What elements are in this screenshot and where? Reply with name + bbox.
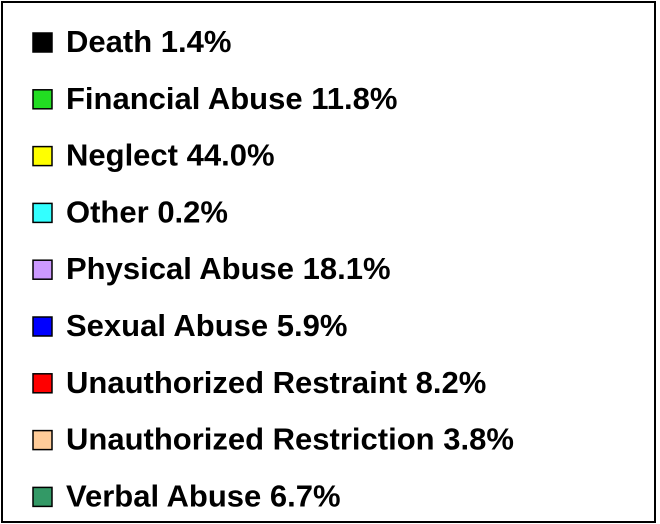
legend-value: 1.4%	[161, 24, 232, 59]
legend-swatch	[32, 145, 53, 167]
legend-swatch	[32, 259, 53, 280]
legend-category: Other	[66, 195, 149, 230]
legend-entry: Unauthorized Restriction 3.8%	[66, 422, 514, 457]
legend-category: Physical Abuse	[66, 251, 294, 286]
legend-value: 3.8%	[443, 422, 514, 457]
legend-entry: Physical Abuse 18.1%	[66, 251, 391, 286]
legend-entry: Verbal Abuse 6.7%	[66, 479, 341, 514]
legend-value: 6.7%	[270, 479, 341, 514]
legend-swatch	[32, 32, 53, 53]
legend-category: Unauthorized Restriction	[66, 422, 435, 457]
legend-category: Sexual Abuse	[66, 308, 268, 343]
legend-value: 0.2%	[157, 195, 228, 230]
legend-category: Financial Abuse	[66, 81, 303, 116]
legend-entry: Death 1.4%	[66, 24, 231, 59]
legend-value: 11.8%	[311, 81, 397, 116]
legend-value: 18.1%	[303, 251, 391, 286]
legend-entry: Other 0.2%	[66, 195, 228, 230]
legend-swatch	[32, 316, 53, 337]
legend-category: Verbal Abuse	[66, 479, 261, 514]
legend-entry: Unauthorized Restraint 8.2%	[66, 365, 486, 400]
legend-swatch	[32, 373, 53, 394]
legend-category: Death	[66, 24, 152, 59]
legend-category: Neglect	[66, 138, 178, 173]
legend-value: 44.0%	[187, 138, 275, 173]
legend-entry: Sexual Abuse 5.9%	[66, 308, 347, 343]
legend-value: 8.2%	[416, 365, 487, 400]
legend-value: 5.9%	[277, 308, 348, 343]
legend-entry: Financial Abuse 11.8%	[66, 81, 397, 116]
legend-swatch	[32, 202, 53, 224]
legend-swatch	[32, 89, 53, 110]
legend-category: Unauthorized Restraint	[66, 365, 407, 400]
legend-swatch	[32, 429, 53, 451]
legend-swatch	[32, 486, 53, 508]
legend-entry: Neglect 44.0%	[66, 138, 275, 173]
